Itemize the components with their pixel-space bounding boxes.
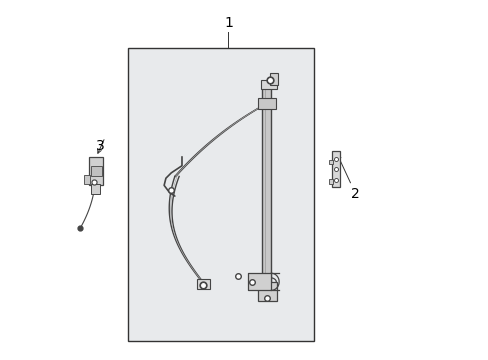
Bar: [91, 184, 100, 194]
Bar: [258, 282, 276, 301]
Bar: [247, 273, 271, 291]
Bar: [269, 73, 278, 85]
Bar: [258, 98, 275, 109]
Bar: [89, 157, 103, 185]
Bar: [262, 87, 271, 294]
Text: 3: 3: [95, 139, 104, 153]
Bar: [128, 48, 313, 341]
Bar: [328, 179, 332, 184]
Bar: [197, 279, 209, 289]
Bar: [328, 159, 332, 164]
Bar: [83, 175, 90, 184]
Bar: [331, 152, 339, 187]
Bar: [91, 166, 102, 176]
Text: 2: 2: [350, 187, 359, 201]
Text: 1: 1: [224, 16, 232, 30]
Bar: [260, 80, 276, 89]
